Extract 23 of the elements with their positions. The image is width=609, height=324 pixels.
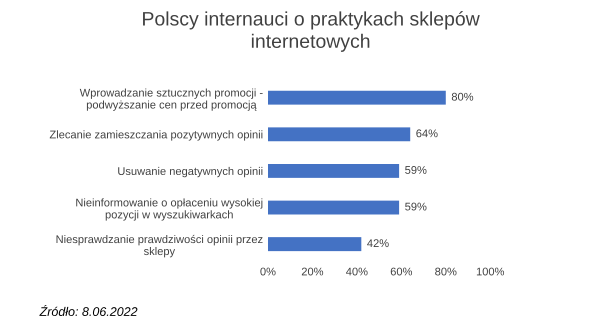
y-tick-label: Zlecanie zamieszczania pozytywnych opinii [50, 130, 262, 141]
chart-title: Polscy internauci o praktykach sklepów internetowych [143, 11, 480, 52]
y-tick-label: Usuwanie negatywnych opinii [118, 166, 262, 178]
bar [268, 127, 410, 142]
data-label: 42% [367, 239, 389, 248]
y-tick-label: Nieinformowanie o opłaceniu wysokiej pozycji w wyszukiwarkach [76, 198, 262, 221]
y-tick-label: Niesprawdzanie prawdziwości opinii przez sklepy [56, 234, 263, 258]
x-tick-label: 0% [260, 268, 276, 276]
bar [268, 90, 446, 105]
x-tick-label: 40% [346, 268, 368, 276]
data-label: 64% [416, 129, 438, 138]
bar [268, 164, 400, 178]
bar [268, 200, 400, 214]
text: Źródło: 8.06.2022 [39, 305, 138, 316]
x-tick-label: 20% [302, 268, 324, 276]
y-tick-label: Wprowadzanie sztucznych promocji - podwyższanie cen przed promocją [80, 88, 263, 111]
data-label: 59% [405, 202, 427, 211]
x-tick-label: 80% [435, 268, 457, 276]
bar [268, 237, 362, 252]
x-tick-label: 60% [390, 268, 412, 276]
data-label: 59% [405, 166, 427, 174]
data-label: 80% [452, 92, 474, 101]
x-tick-label: 100% [476, 268, 504, 276]
